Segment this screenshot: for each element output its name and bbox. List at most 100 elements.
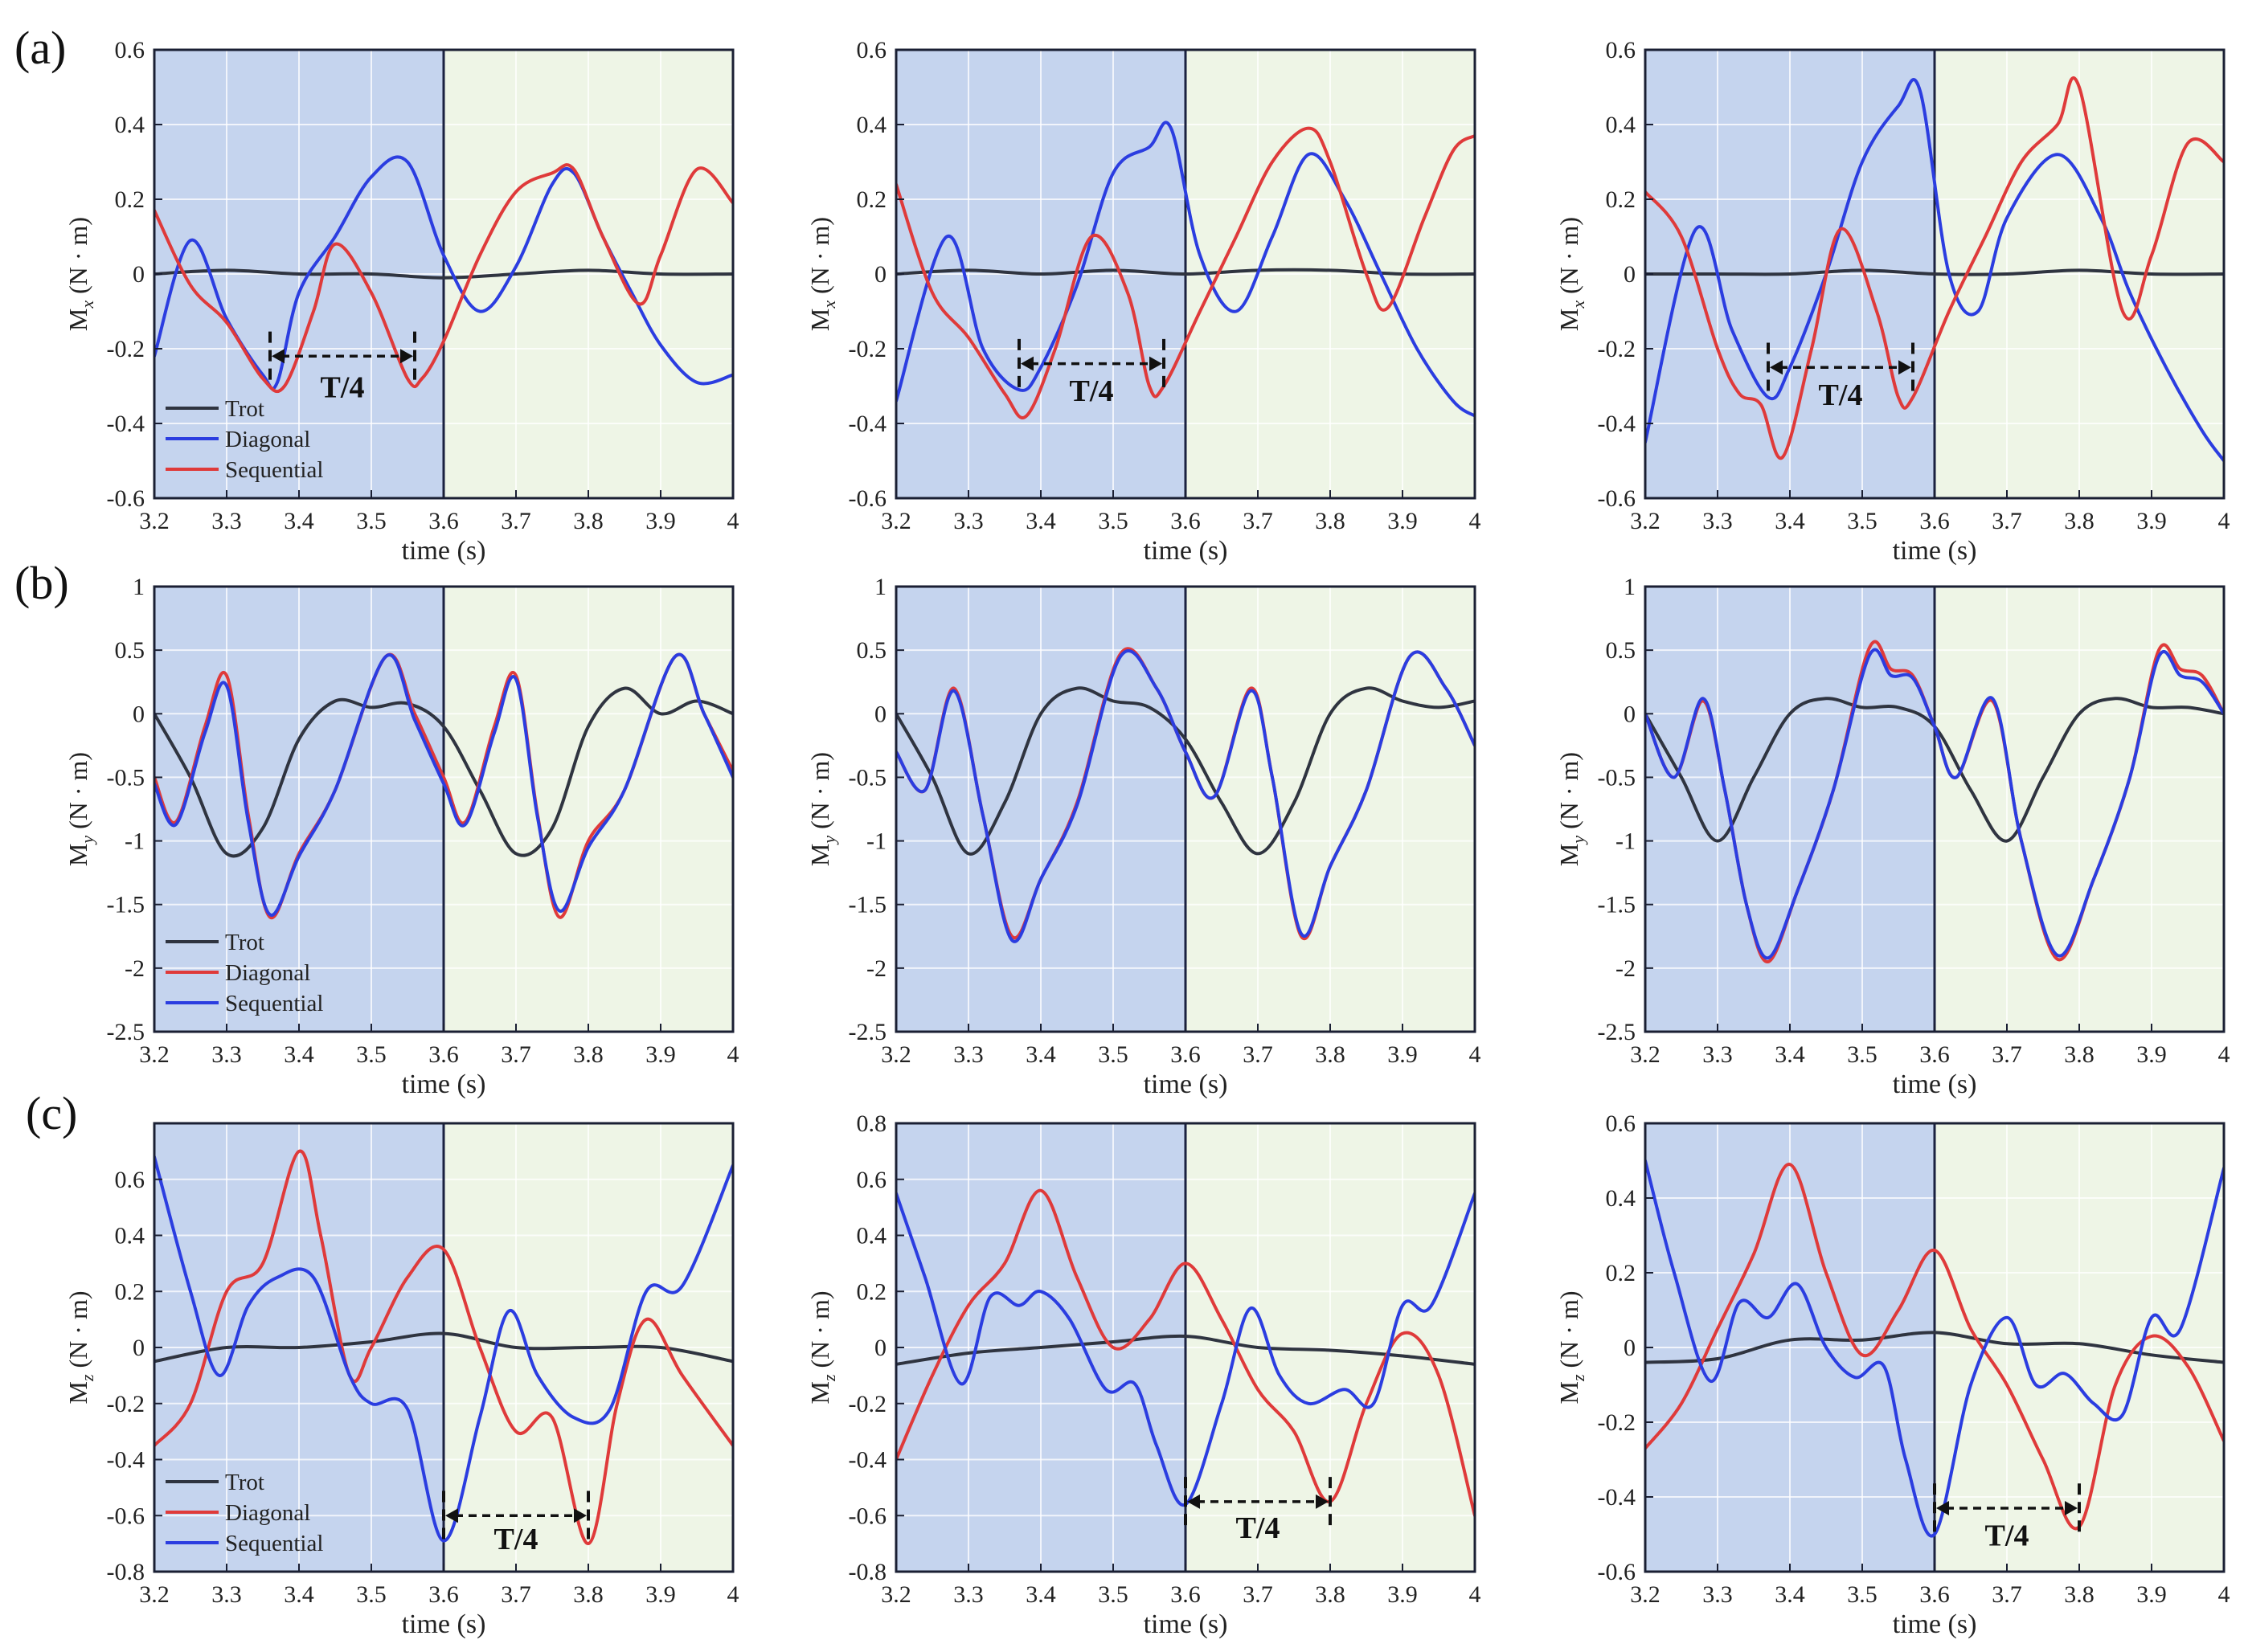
chart-a2: 3.2 3.3 3.4 3.5 3.6 3.7 3.8 3.9 4 -0.6 -0.4 -0.2 0 0.… <box>805 37 1481 566</box>
y-tick-label: -0.2 <box>849 1391 887 1417</box>
annotation-arrowhead-left <box>1021 356 1034 371</box>
y-label-sub: x <box>1568 301 1588 309</box>
x-tick-label: 3.5 <box>1847 508 1878 534</box>
x-tick-label: 4 <box>727 1581 739 1608</box>
y-tick-label: -0.4 <box>107 411 145 437</box>
legend-entry: Trot <box>225 396 264 422</box>
y-tick-label: -1 <box>125 828 145 855</box>
y-tick-label: 0.5 <box>115 637 145 664</box>
annotation-arrowhead-left <box>1936 1500 1949 1515</box>
series-line-diagonal <box>154 1149 733 1546</box>
y-tick-label: -0.2 <box>1598 1409 1636 1436</box>
y-label-main: M <box>805 844 834 866</box>
annotation-label: T/4 <box>1819 378 1863 412</box>
x-tick-label: 3.7 <box>501 1041 531 1068</box>
y-label-sub: z <box>819 1374 839 1382</box>
row-label-c: (c) <box>26 1087 78 1139</box>
x-tick-label: 3.6 <box>1919 508 1950 534</box>
y-label-sub: z <box>1568 1374 1588 1382</box>
x-tick-label: 3.8 <box>1315 508 1345 534</box>
legend-entry: Sequential <box>225 457 323 483</box>
x-tick-label: 3.2 <box>1630 508 1660 534</box>
x-tick-label: 3.4 <box>1775 1041 1805 1068</box>
chart-b3: 3.2 3.3 3.4 3.5 3.6 3.7 3.8 3.9 4 -2.5 -2 -1.5 -1 -0.… <box>1554 574 2230 1099</box>
x-axis-label: time (s) <box>1144 1069 1228 1099</box>
series-line-trot <box>154 1331 733 1364</box>
y-tick-label: 0.6 <box>115 1167 145 1193</box>
x-tick-label: 3.7 <box>1243 1581 1273 1608</box>
annotation-arrowhead-right <box>1898 360 1911 375</box>
y-tick-label: -0.8 <box>107 1559 145 1585</box>
x-tick-label: 3.2 <box>881 508 911 534</box>
x-tick-label: 3.7 <box>1992 1041 2022 1068</box>
annotation-arrowhead-right <box>1316 1494 1329 1509</box>
x-tick-label: 3.6 <box>428 508 459 534</box>
x-axis-label: time (s) <box>402 1069 486 1099</box>
x-tick-label: 3.9 <box>1387 508 1418 534</box>
y-tick-label: 0.5 <box>1606 637 1636 664</box>
y-tick-label: 0.4 <box>1606 112 1636 138</box>
y-tick-label: 0.4 <box>857 112 887 138</box>
annotation-label: T/4 <box>494 1523 538 1556</box>
y-tick-label: 0 <box>1624 261 1636 288</box>
y-tick-label: 0.6 <box>1606 37 1636 63</box>
y-tick-label: -0.4 <box>1598 1484 1636 1511</box>
x-tick-label: 3.5 <box>1098 1041 1128 1068</box>
y-tick-label: 0 <box>1624 1335 1636 1361</box>
x-tick-label: 3.3 <box>953 1041 984 1068</box>
y-tick-label: -0.6 <box>849 1503 887 1529</box>
y-label-sub: y <box>1568 836 1588 845</box>
y-tick-label: 0 <box>133 701 145 727</box>
x-tick-label: 3.9 <box>645 1041 676 1068</box>
x-tick-label: 3.8 <box>1315 1581 1345 1608</box>
chart-b2: 3.2 3.3 3.4 3.5 3.6 3.7 3.8 3.9 4 -2.5 -2 -1.5 -1 -0.… <box>805 574 1481 1099</box>
x-tick-label: 3.3 <box>1702 508 1733 534</box>
x-tick-label: 3.5 <box>356 1041 387 1068</box>
x-tick-label: 3.2 <box>1630 1581 1660 1608</box>
y-tick-label: -1.5 <box>107 892 145 918</box>
y-tick-label: 0.4 <box>115 1223 145 1249</box>
y-axis-label: My (N · m) <box>1554 752 1588 866</box>
series-line-sequential <box>896 1192 1475 1507</box>
x-tick-label: 3.6 <box>1170 1581 1201 1608</box>
y-tick-label: 0 <box>874 1335 887 1361</box>
annotation-arrowhead-left <box>445 1508 458 1523</box>
legend-entry: Diagonal <box>225 960 310 986</box>
y-label-unit: (N · m) <box>1554 217 1583 301</box>
x-tick-label: 3.6 <box>428 1581 459 1608</box>
y-tick-label: -1 <box>1615 828 1636 855</box>
y-axis-label: Mz (N · m) <box>805 1291 839 1405</box>
annotation-label: T/4 <box>321 371 365 405</box>
y-tick-label: -0.2 <box>107 1391 145 1417</box>
x-tick-label: 3.9 <box>2136 508 2167 534</box>
x-axis-label: time (s) <box>402 536 486 566</box>
x-tick-label: 3.4 <box>284 508 314 534</box>
annotation-arrowhead-right <box>400 349 413 364</box>
y-label-main: M <box>1554 309 1583 331</box>
series-line-sequential <box>1645 76 2224 460</box>
x-tick-label: 3.9 <box>645 508 676 534</box>
x-tick-label: 3.5 <box>1098 1581 1128 1608</box>
x-tick-label: 3.7 <box>1243 508 1273 534</box>
annotation-arrowhead-left <box>1770 360 1783 375</box>
y-label-main: M <box>63 309 92 331</box>
annotation-label: T/4 <box>1985 1519 2029 1553</box>
x-axis-label: time (s) <box>1144 536 1228 566</box>
x-tick-label: 3.3 <box>953 1581 984 1608</box>
x-tick-label: 3.5 <box>1098 508 1128 534</box>
y-tick-label: 0.4 <box>857 1223 887 1249</box>
x-tick-label: 3.4 <box>284 1041 314 1068</box>
legend-entry: Sequential <box>225 991 323 1016</box>
x-tick-label: 3.2 <box>139 508 170 534</box>
y-tick-label: 0.5 <box>857 637 887 664</box>
series-line-sequential <box>1645 648 2224 960</box>
series-line-diagonal <box>896 121 1475 418</box>
y-tick-label: -0.8 <box>849 1559 887 1585</box>
series-line-trot <box>1645 268 2224 276</box>
y-tick-label: 0 <box>133 261 145 288</box>
y-axis-label: Mz (N · m) <box>63 1291 97 1405</box>
x-tick-label: 3.9 <box>645 1581 676 1608</box>
y-tick-label: -0.5 <box>107 764 145 791</box>
annotation-arrowhead-right <box>574 1508 587 1523</box>
y-tick-label: -2.5 <box>1598 1019 1636 1045</box>
